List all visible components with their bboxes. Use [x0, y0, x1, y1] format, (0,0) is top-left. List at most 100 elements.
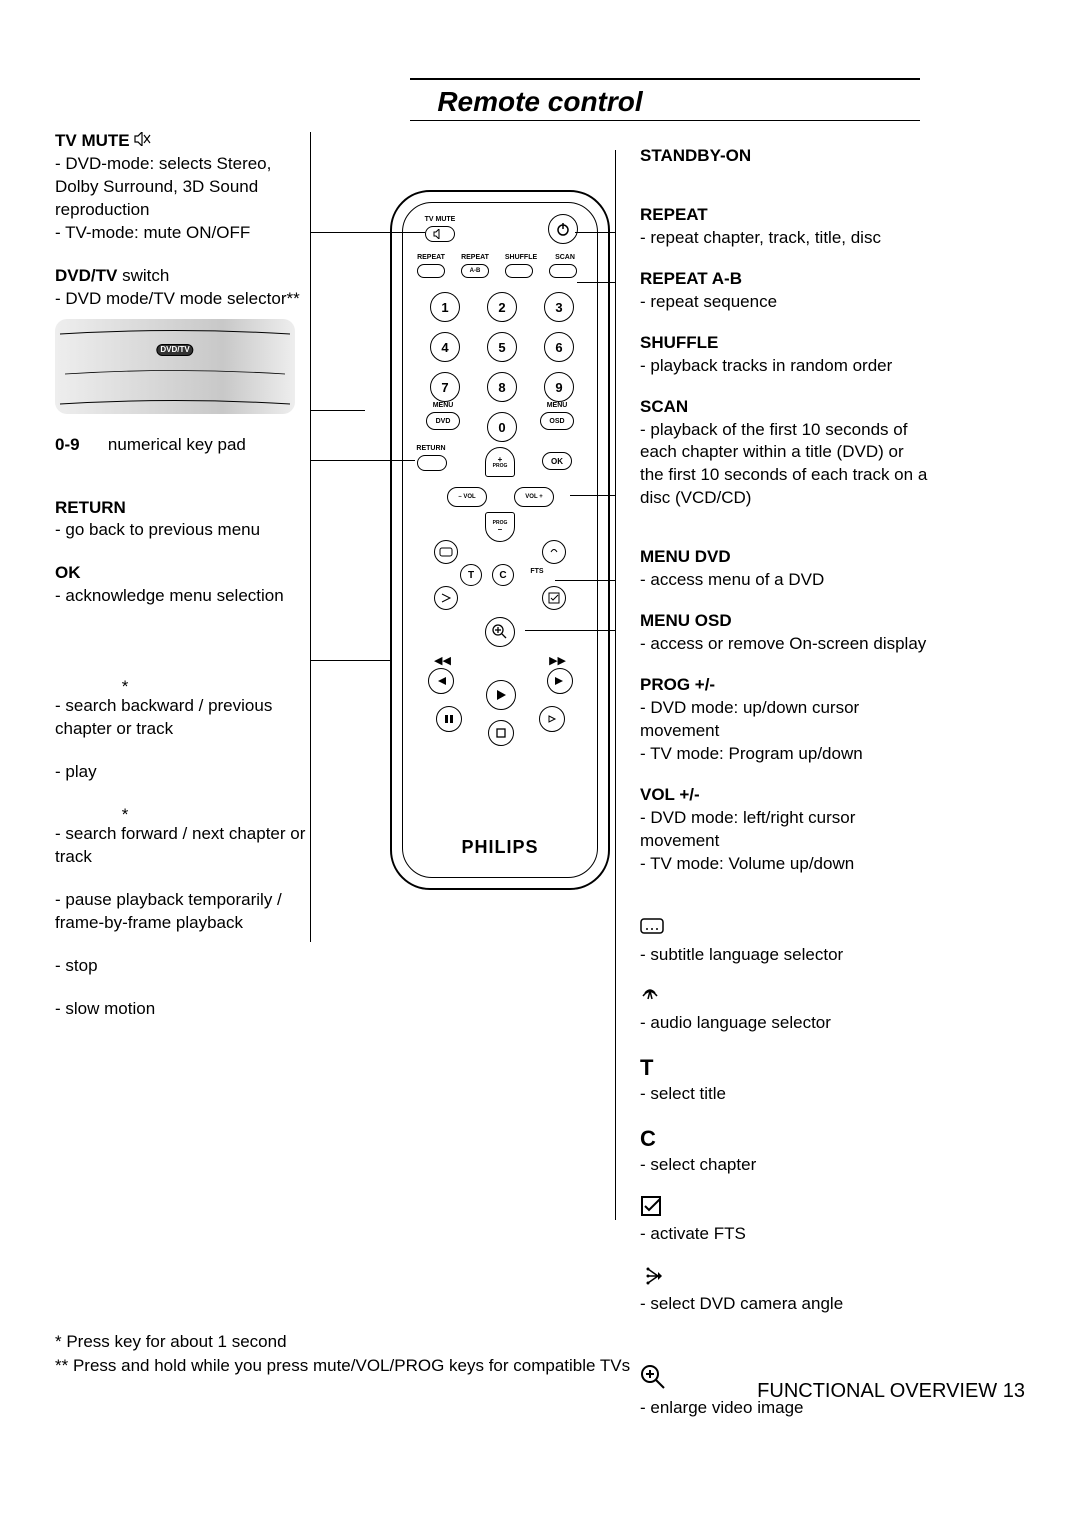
key-7[interactable]: 7: [430, 372, 460, 402]
vol-down-button[interactable]: – VOL: [447, 487, 487, 507]
leader-right-5: [525, 630, 615, 631]
tv-mute-button[interactable]: [425, 226, 455, 242]
text: select DVD camera angle: [640, 1293, 930, 1316]
subtitle-section: subtitle language selector: [640, 918, 930, 968]
menu-dvd-button[interactable]: DVD: [426, 412, 460, 430]
prog-down-button[interactable]: PROG –: [485, 512, 515, 542]
slow-button[interactable]: [539, 706, 565, 732]
key-4[interactable]: 4: [430, 332, 460, 362]
leader-right-2: [577, 282, 615, 283]
text: select chapter: [640, 1154, 930, 1177]
text: DVD mode: left/right cursor movement: [640, 807, 930, 853]
key-9[interactable]: 9: [544, 372, 574, 402]
text: TV mode: Volume up/down: [640, 853, 930, 876]
leader-left-2: [310, 410, 365, 411]
chapter-section: C select chapter: [640, 1124, 930, 1177]
menuosd-head: MENU OSD: [640, 610, 930, 633]
shuffle-button[interactable]: [505, 264, 533, 278]
scan-button[interactable]: [549, 264, 577, 278]
stop-button[interactable]: [488, 720, 514, 746]
text: playback of the first 10 seconds of each…: [640, 419, 930, 511]
text: pause playback temporarily / frame-by-fr…: [55, 889, 315, 935]
subtitle-button[interactable]: [434, 540, 458, 564]
slow-section: slow motion: [55, 998, 315, 1021]
brand-label: PHILIPS: [392, 837, 608, 858]
repeatab-section: REPEAT A-B repeat sequence: [640, 268, 930, 314]
chapter-head: C: [640, 1124, 930, 1154]
prog-up-button[interactable]: + PROG: [485, 447, 515, 477]
search-backward-section: * search backward / previous chapter or …: [55, 676, 315, 741]
menu-osd-button[interactable]: OSD: [540, 412, 574, 430]
keypad-desc: numerical key pad: [108, 435, 246, 454]
dvdtv-head: DVD/TV: [55, 266, 117, 285]
text: go back to previous menu: [55, 519, 315, 542]
vol-up-button[interactable]: VOL +: [514, 487, 554, 507]
subtitle-icon: [640, 918, 668, 945]
text: DVD-mode: selects Stereo, Dolby Surround…: [55, 153, 315, 222]
fts-label: FTS: [527, 568, 547, 575]
text: audio language selector: [640, 1012, 930, 1035]
text: DVD mode: up/down cursor movement: [640, 697, 930, 743]
menudvd-section: MENU DVD access menu of a DVD: [640, 546, 930, 592]
text: acknowledge menu selection: [55, 585, 315, 608]
repeat-section: REPEAT repeat chapter, track, title, dis…: [640, 204, 930, 250]
shuffle-label: SHUFFLE: [502, 254, 540, 261]
chapter-button[interactable]: C: [492, 564, 514, 586]
text: access or remove On-screen display: [640, 633, 930, 656]
search-back-icon: ◀◀: [434, 654, 451, 667]
return-label: RETURN: [414, 445, 448, 452]
ok-head: OK: [55, 562, 315, 585]
menu-dvd-top: MENU: [428, 402, 458, 409]
dvdtv-section: DVD/TV switch DVD mode/TV mode selector*…: [55, 265, 315, 414]
text: –: [498, 526, 502, 534]
menu-osd-top: MENU: [542, 402, 572, 409]
prog-head: PROG +/-: [640, 674, 930, 697]
pause-button[interactable]: [436, 706, 462, 732]
key-2[interactable]: 2: [487, 292, 517, 322]
standby-button[interactable]: [548, 214, 578, 244]
key-6[interactable]: 6: [544, 332, 574, 362]
text: select title: [640, 1083, 930, 1106]
next-button[interactable]: [547, 668, 573, 694]
vol-head: VOL +/-: [640, 784, 930, 807]
rule-under-title: [410, 120, 920, 121]
menudvd-head: MENU DVD: [640, 546, 930, 569]
key-1[interactable]: 1: [430, 292, 460, 322]
ok-button[interactable]: OK: [542, 452, 572, 470]
key-5[interactable]: 5: [487, 332, 517, 362]
fts-button[interactable]: [542, 586, 566, 610]
audio-button[interactable]: [542, 540, 566, 564]
ok-section: OK acknowledge menu selection: [55, 562, 315, 608]
key-8[interactable]: 8: [487, 372, 517, 402]
return-head: RETURN: [55, 497, 315, 520]
repeatab-head: REPEAT A-B: [640, 268, 930, 291]
angle-button[interactable]: [434, 586, 458, 610]
zoom-button[interactable]: [485, 617, 515, 647]
mute-icon: [134, 130, 152, 153]
text: subtitle language selector: [640, 944, 930, 967]
return-section: RETURN go back to previous menu: [55, 497, 315, 543]
remote-body: TV MUTE REPEAT REPEAT SHUFFLE SCAN A-B 1…: [390, 190, 610, 890]
prog-section: PROG +/- DVD mode: up/down cursor moveme…: [640, 674, 930, 766]
footnote-1: * Press key for about 1 second: [55, 1330, 630, 1354]
search-forward-section: * search forward / next chapter or track: [55, 804, 315, 869]
return-button[interactable]: [417, 455, 447, 471]
leader-right-3: [570, 495, 615, 496]
search-fwd-icon: ▶▶: [549, 654, 566, 667]
zoom-icon: [640, 1364, 668, 1397]
repeat-button[interactable]: [417, 264, 445, 278]
tv-mute-section: TV MUTE DVD-mode: selects Stereo, Dolby …: [55, 130, 315, 245]
key-3[interactable]: 3: [544, 292, 574, 322]
key-0[interactable]: 0: [487, 412, 517, 442]
rule-top: [410, 78, 920, 80]
prev-button[interactable]: [428, 668, 454, 694]
text: PROG: [493, 464, 508, 469]
play-button[interactable]: [486, 680, 516, 710]
tvmute-label: TV MUTE: [420, 216, 460, 223]
right-guide-line: [615, 150, 616, 1220]
title-button[interactable]: T: [460, 564, 482, 586]
standby-section: STANDBY-ON: [640, 145, 930, 168]
repeat-ab-button[interactable]: A-B: [461, 264, 489, 278]
angle-section: select DVD camera angle: [640, 1264, 930, 1316]
shuffle-head: SHUFFLE: [640, 332, 930, 355]
